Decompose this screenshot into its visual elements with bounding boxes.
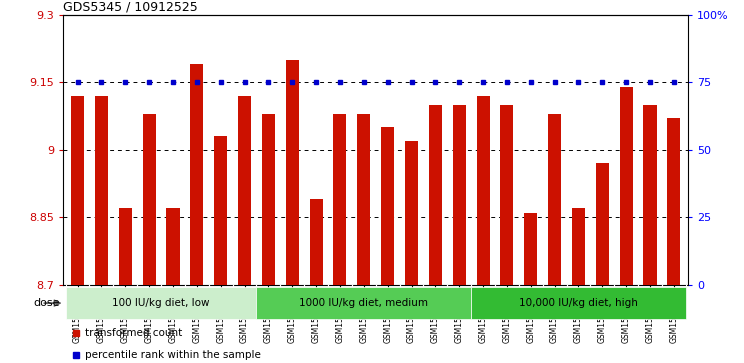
Text: 10,000 IU/kg diet, high: 10,000 IU/kg diet, high — [519, 298, 638, 308]
Bar — [667, 118, 681, 285]
Bar — [471, 287, 686, 319]
Bar — [429, 105, 442, 285]
Bar — [644, 105, 657, 285]
Text: dose: dose — [33, 298, 60, 308]
Bar — [476, 96, 490, 285]
Bar — [357, 114, 371, 285]
Bar — [286, 60, 299, 285]
Bar — [167, 208, 179, 285]
Bar — [71, 96, 84, 285]
Bar — [620, 87, 632, 285]
Bar — [190, 64, 203, 285]
Bar — [501, 105, 513, 285]
Bar — [262, 114, 275, 285]
Bar — [333, 114, 347, 285]
Bar — [119, 208, 132, 285]
Text: 1000 IU/kg diet, medium: 1000 IU/kg diet, medium — [299, 298, 429, 308]
Text: 100 IU/kg diet, low: 100 IU/kg diet, low — [112, 298, 210, 308]
Bar — [65, 287, 257, 319]
Bar — [257, 287, 471, 319]
Bar — [143, 114, 155, 285]
Bar — [238, 96, 251, 285]
Bar — [572, 208, 585, 285]
Text: transformed count: transformed count — [85, 328, 182, 338]
Bar — [525, 213, 537, 285]
Bar — [310, 199, 323, 285]
Bar — [548, 114, 561, 285]
Bar — [452, 105, 466, 285]
Bar — [381, 127, 394, 285]
Bar — [94, 96, 108, 285]
Text: percentile rank within the sample: percentile rank within the sample — [85, 350, 261, 360]
Bar — [214, 136, 227, 285]
Bar — [596, 163, 609, 285]
Text: GDS5345 / 10912525: GDS5345 / 10912525 — [63, 0, 198, 13]
Bar — [405, 141, 418, 285]
